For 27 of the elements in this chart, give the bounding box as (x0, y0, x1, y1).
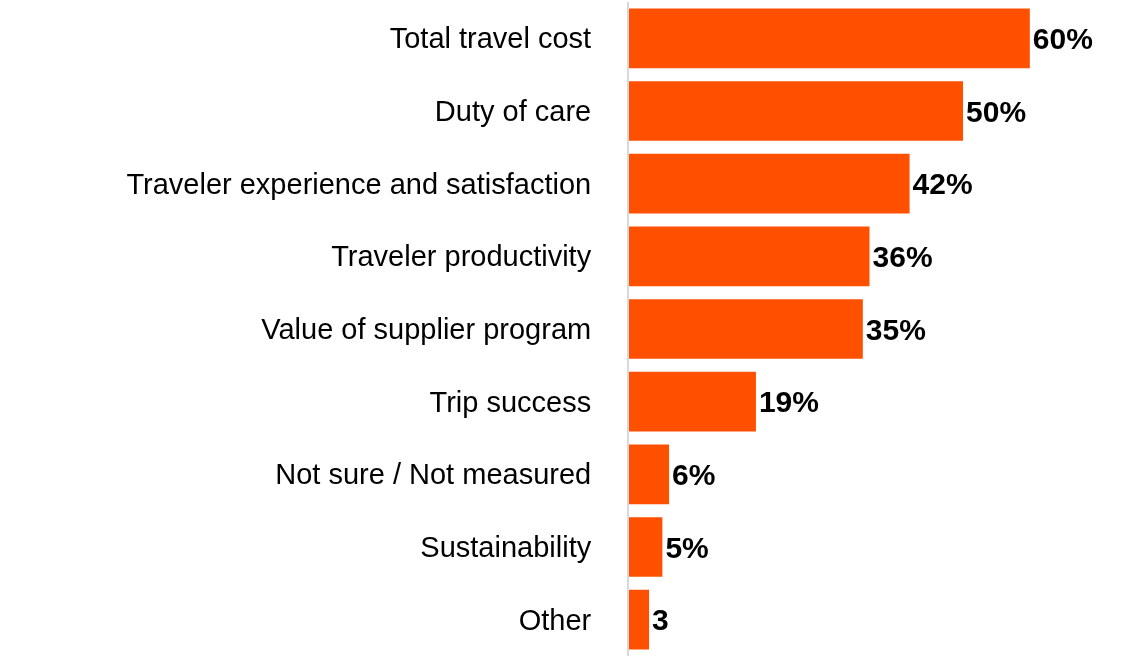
y-tick-label: Value of supplier program (261, 313, 592, 346)
data-label: 50% (966, 94, 1027, 128)
data-label: 35% (865, 312, 926, 346)
data-label: 5% (665, 530, 709, 564)
y-tick-label: Total travel cost (389, 22, 592, 55)
y-tick-label: Traveler productivity (331, 240, 592, 273)
data-label: 36% (872, 239, 933, 273)
bar (629, 153, 910, 214)
bar (629, 371, 756, 432)
data-label: 3 (652, 603, 669, 637)
bar (629, 81, 964, 141)
data-label: 19% (758, 385, 819, 419)
bar (629, 517, 663, 577)
bar (629, 444, 670, 505)
y-tick-label: Traveler experience and satisfaction (126, 167, 592, 200)
data-label: 60% (1032, 21, 1093, 55)
y-tick-label: Duty of care (434, 95, 592, 128)
y-tick-label: Other (518, 603, 592, 636)
bar (629, 226, 870, 287)
data-label: 42% (912, 167, 973, 201)
y-tick-label: Trip success (429, 385, 592, 418)
bar (629, 8, 1030, 69)
bar (629, 589, 650, 650)
y-tick-label: Sustainability (420, 531, 592, 564)
y-tick-label: Not sure / Not measured (275, 458, 592, 491)
data-label: 6% (672, 457, 716, 491)
bar (629, 299, 863, 359)
